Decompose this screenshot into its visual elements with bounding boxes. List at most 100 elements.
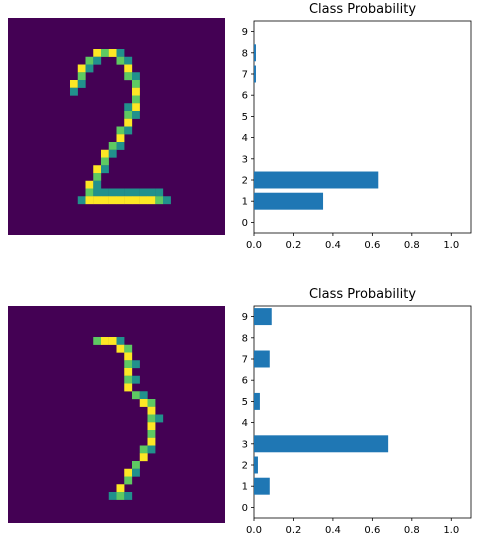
x-tick-label: 0.0: [246, 525, 262, 536]
y-tick-label: 1: [242, 197, 248, 208]
digit-pixel: [147, 406, 156, 415]
y-tick-label: 9: [242, 27, 248, 38]
digit-pixel: [132, 188, 140, 197]
digit-pixel: [101, 188, 109, 197]
x-tick-label: 0.2: [286, 240, 302, 251]
digit-pixel: [70, 87, 78, 96]
digit-pixel: [85, 188, 94, 197]
bar-class-3: [254, 435, 389, 453]
digit-pixel: [124, 368, 133, 376]
digit-pixel: [155, 414, 164, 423]
digit-pixel: [77, 72, 86, 81]
probability-chart-1: Class Probability 0 1 2 3 4 5 6 7 8 9 0.0 0.2 0.4 0.6 0…: [225, 0, 480, 260]
digit-pixel: [124, 111, 133, 119]
digit-pixel: [77, 196, 86, 205]
bar-class-8: [254, 44, 256, 62]
digit-pixel: [147, 437, 156, 446]
x-tick-label: 0.4: [325, 240, 341, 251]
y-tick-label: 8: [242, 333, 248, 344]
digit-pixel: [116, 344, 125, 353]
digit-pixel: [77, 64, 86, 73]
digit-pixel: [124, 360, 133, 369]
digit-pixel: [93, 49, 102, 57]
bar-class-5: [254, 392, 260, 410]
digit-pixel: [132, 111, 140, 119]
y-tick-label: 2: [242, 461, 248, 472]
y-tick-label: 4: [242, 133, 248, 144]
y-tick-label: 1: [242, 482, 248, 493]
digit-pixel: [124, 118, 133, 127]
digit-pixel: [101, 157, 109, 166]
digit-pixel: [132, 80, 140, 88]
y-tick-label: 7: [242, 70, 248, 81]
digit-pixel: [93, 337, 102, 345]
digit-pixel: [147, 430, 156, 438]
axes-frame: [253, 20, 472, 234]
bar-class-1: [254, 192, 324, 210]
y-tick-label: 9: [242, 312, 248, 323]
digit-pixel: [85, 64, 94, 73]
digit-pixel: [124, 352, 133, 361]
digit-pixel: [108, 492, 117, 500]
digit-pixel: [93, 56, 102, 65]
y-tick-label: 0: [242, 218, 248, 229]
bar-class-2: [254, 456, 258, 474]
digit-pixel: [124, 492, 133, 500]
digit-pixel: [132, 375, 140, 384]
digit-pixel: [147, 422, 156, 431]
bar-class-1: [254, 477, 270, 495]
digit-pixel: [93, 180, 102, 189]
x-tick-label: 1.0: [443, 240, 459, 251]
digit-pixel: [139, 188, 148, 197]
digit-pixel: [85, 196, 94, 205]
digit-pixel: [124, 56, 133, 65]
digit-pixel: [147, 196, 156, 205]
digit-pixel: [108, 188, 117, 197]
digit-pixel: [124, 126, 133, 135]
chart-title: Class Probability: [309, 287, 416, 302]
bar-class-7: [254, 65, 256, 83]
axes-frame: [253, 305, 472, 519]
digit-pixel: [116, 484, 125, 493]
digit-pixel: [132, 72, 140, 81]
digit-pixel: [85, 180, 94, 189]
digit-pixel: [124, 468, 133, 477]
digit-pixel: [139, 445, 148, 454]
digit-pixel: [124, 344, 133, 353]
digit-pixel: [124, 383, 133, 392]
digit-pixel: [124, 64, 133, 73]
digit-image-2: [8, 306, 225, 523]
digit-pixel: [116, 196, 125, 205]
digit-pixel: [93, 188, 102, 197]
digit-pixel: [124, 375, 133, 384]
y-tick-label: 3: [242, 154, 248, 165]
digit-pixel: [132, 461, 140, 469]
digit-pixel: [85, 56, 94, 65]
x-tick-label: 0.4: [325, 525, 341, 536]
digit-pixel: [116, 337, 125, 345]
x-tick-label: 0.6: [364, 525, 380, 536]
digit-pixel: [93, 196, 102, 205]
y-tick-label: 5: [242, 112, 248, 123]
digit-pixel: [116, 188, 125, 197]
x-tick-label: 0.2: [286, 525, 302, 536]
digit-pixel: [116, 126, 125, 135]
digit-pixel: [101, 149, 109, 158]
digit-pixel: [132, 360, 140, 369]
x-tick-label: 1.0: [443, 525, 459, 536]
bar-class-9: [254, 308, 272, 326]
digit-pixel: [139, 453, 148, 462]
digit-pixel: [108, 49, 117, 57]
digit-pixel: [108, 149, 117, 158]
digit-pixel: [139, 391, 148, 400]
digit-pixel: [124, 196, 133, 205]
y-tick-label: 5: [242, 397, 248, 408]
digit-pixel: [101, 196, 109, 205]
x-tick-label: 0.8: [404, 525, 420, 536]
digit-3-pixels: [93, 337, 164, 500]
digit-pixel: [147, 188, 156, 197]
y-tick-label: 3: [242, 439, 248, 450]
digit-2-pixels: [70, 49, 171, 205]
digit-pixel: [77, 80, 86, 88]
digit-pixel: [70, 80, 78, 88]
